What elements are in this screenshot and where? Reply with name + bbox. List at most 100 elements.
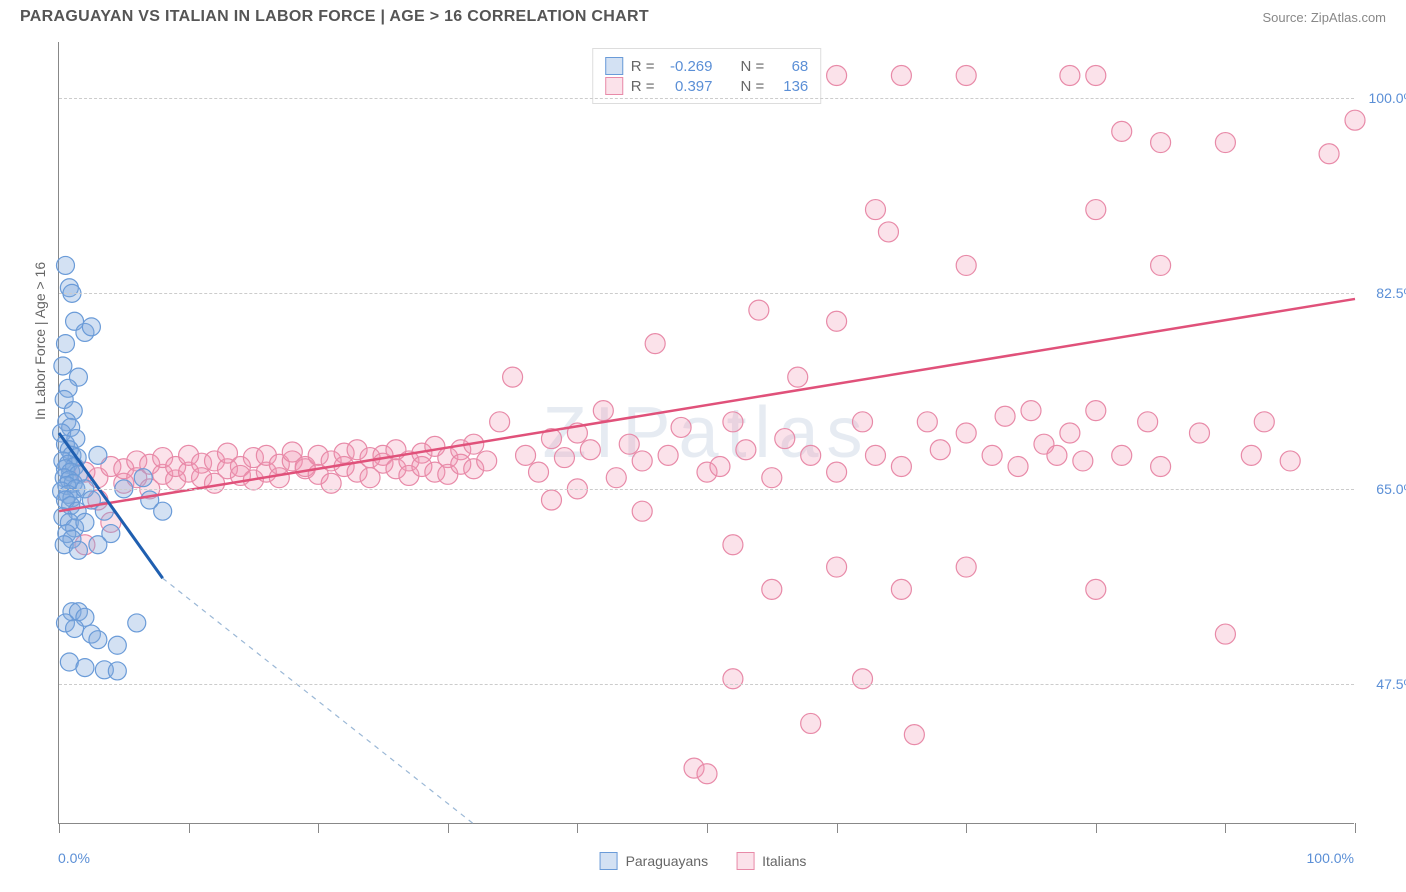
correlation-legend: R = -0.269 N = 68 R = 0.397 N = 136 [592, 48, 822, 104]
data-point-paraguayans [108, 636, 126, 654]
gridline [59, 98, 1354, 99]
x-tick [1225, 823, 1226, 833]
n-value: 136 [772, 78, 808, 95]
data-point-italians [1021, 401, 1041, 421]
r-value: -0.269 [663, 58, 713, 75]
swatch-italians [736, 852, 754, 870]
x-tick [837, 823, 838, 833]
data-point-paraguayans [108, 662, 126, 680]
r-value: 0.397 [663, 78, 713, 95]
data-point-paraguayans [76, 513, 94, 531]
data-point-italians [645, 334, 665, 354]
data-point-italians [736, 440, 756, 460]
trendline-paraguayans-extrapolated [163, 578, 474, 824]
data-point-italians [321, 473, 341, 493]
data-point-paraguayans [89, 631, 107, 649]
correlation-legend-row: R = 0.397 N = 136 [605, 77, 809, 95]
data-point-italians [865, 445, 885, 465]
data-point-paraguayans [134, 469, 152, 487]
data-point-paraguayans [69, 541, 87, 559]
data-point-italians [1151, 457, 1171, 477]
data-point-italians [853, 412, 873, 432]
data-point-italians [516, 445, 536, 465]
data-point-italians [788, 367, 808, 387]
data-point-italians [956, 66, 976, 86]
plot-area: ZIPatlas R =-0.269N =68R =0.397N =136 47… [58, 42, 1354, 824]
data-point-italians [1151, 255, 1171, 275]
data-point-italians [1112, 121, 1132, 141]
data-point-italians [723, 535, 743, 555]
data-point-italians [865, 200, 885, 220]
data-point-italians [1215, 624, 1235, 644]
data-point-italians [1215, 133, 1235, 153]
x-tick [448, 823, 449, 833]
x-tick [707, 823, 708, 833]
data-point-italians [891, 579, 911, 599]
x-tick [318, 823, 319, 833]
data-point-italians [1189, 423, 1209, 443]
data-point-italians [580, 440, 600, 460]
data-point-italians [632, 451, 652, 471]
data-point-italians [775, 429, 795, 449]
y-tick-label: 82.5% [1376, 285, 1406, 301]
data-point-italians [1319, 144, 1339, 164]
gridline [59, 489, 1354, 490]
data-point-italians [1086, 579, 1106, 599]
data-point-italians [762, 468, 782, 488]
data-point-paraguayans [154, 502, 172, 520]
x-axis-min-label: 0.0% [58, 850, 90, 866]
data-point-paraguayans [89, 446, 107, 464]
legend-swatch [605, 57, 623, 75]
data-point-italians [723, 412, 743, 432]
chart-header: PARAGUAYAN VS ITALIAN IN LABOR FORCE | A… [0, 0, 1406, 30]
n-label: N = [741, 78, 765, 95]
y-tick-label: 100.0% [1369, 90, 1406, 106]
series-legend: Paraguayans Italians [600, 852, 807, 870]
data-point-italians [710, 457, 730, 477]
x-tick [59, 823, 60, 833]
data-point-italians [995, 406, 1015, 426]
data-point-italians [762, 579, 782, 599]
data-point-italians [827, 557, 847, 577]
data-point-italians [1138, 412, 1158, 432]
data-point-italians [917, 412, 937, 432]
data-point-italians [930, 440, 950, 460]
data-point-italians [1241, 445, 1261, 465]
n-value: 68 [772, 58, 808, 75]
y-tick-label: 65.0% [1376, 481, 1406, 497]
data-point-italians [1086, 401, 1106, 421]
data-point-italians [1086, 200, 1106, 220]
x-axis-max-label: 100.0% [1307, 850, 1354, 866]
data-point-italians [1086, 66, 1106, 86]
x-tick [577, 823, 578, 833]
n-label: N = [741, 58, 765, 75]
r-label: R = [631, 58, 655, 75]
x-tick [966, 823, 967, 833]
data-point-italians [956, 423, 976, 443]
data-point-italians [956, 557, 976, 577]
data-point-italians [1047, 445, 1067, 465]
data-point-paraguayans [76, 659, 94, 677]
data-point-italians [853, 669, 873, 689]
data-point-italians [697, 764, 717, 784]
data-point-paraguayans [56, 335, 74, 353]
data-point-italians [891, 457, 911, 477]
data-point-italians [490, 412, 510, 432]
data-point-italians [671, 417, 691, 437]
chart-title: PARAGUAYAN VS ITALIAN IN LABOR FORCE | A… [20, 8, 649, 26]
data-point-italians [801, 445, 821, 465]
data-point-paraguayans [89, 536, 107, 554]
data-point-paraguayans [128, 614, 146, 632]
data-point-italians [477, 451, 497, 471]
data-point-italians [827, 462, 847, 482]
data-point-italians [956, 255, 976, 275]
data-point-italians [1112, 445, 1132, 465]
scatter-plot-svg [59, 42, 1354, 823]
data-point-italians [269, 468, 289, 488]
r-label: R = [631, 78, 655, 95]
y-axis-label: In Labor Force | Age > 16 [32, 262, 48, 420]
data-point-italians [982, 445, 1002, 465]
data-point-italians [891, 66, 911, 86]
gridline [59, 684, 1354, 685]
data-point-italians [827, 66, 847, 86]
